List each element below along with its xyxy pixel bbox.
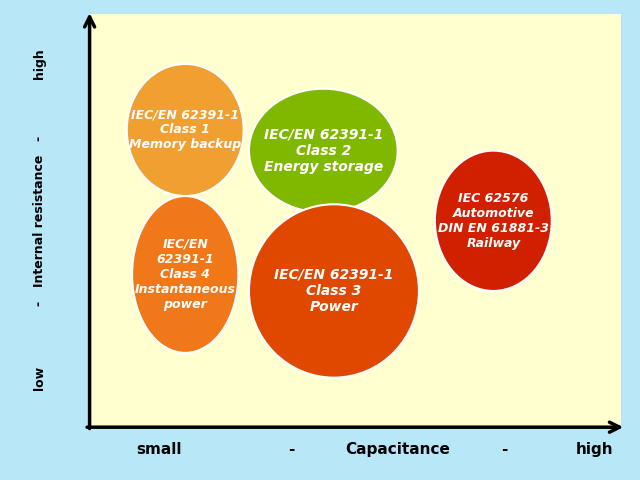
- Ellipse shape: [132, 196, 238, 353]
- Text: -: -: [33, 301, 45, 306]
- Ellipse shape: [435, 151, 552, 291]
- Text: -: -: [33, 136, 45, 141]
- Text: Capacitance: Capacitance: [345, 443, 450, 457]
- Ellipse shape: [249, 204, 419, 378]
- Text: low: low: [33, 366, 45, 390]
- Text: Internal resistance: Internal resistance: [33, 155, 45, 287]
- Ellipse shape: [249, 89, 397, 213]
- Text: IEC/EN
62391-1
Class 4
Instantaneous
power: IEC/EN 62391-1 Class 4 Instantaneous pow…: [134, 238, 236, 311]
- Ellipse shape: [127, 64, 244, 196]
- Text: -: -: [288, 443, 294, 457]
- Text: high: high: [33, 48, 45, 79]
- Text: IEC/EN 62391-1
Class 2
Energy storage: IEC/EN 62391-1 Class 2 Energy storage: [264, 127, 383, 174]
- Text: IEC/EN 62391-1
Class 3
Power: IEC/EN 62391-1 Class 3 Power: [275, 268, 394, 314]
- Text: high: high: [575, 443, 613, 457]
- Text: IEC 62576
Automotive
DIN EN 61881-3
Railway: IEC 62576 Automotive DIN EN 61881-3 Rail…: [438, 192, 549, 250]
- Text: small: small: [136, 443, 181, 457]
- Text: -: -: [500, 443, 507, 457]
- Text: IEC/EN 62391-1
Class 1
Memory backup: IEC/EN 62391-1 Class 1 Memory backup: [129, 108, 241, 152]
